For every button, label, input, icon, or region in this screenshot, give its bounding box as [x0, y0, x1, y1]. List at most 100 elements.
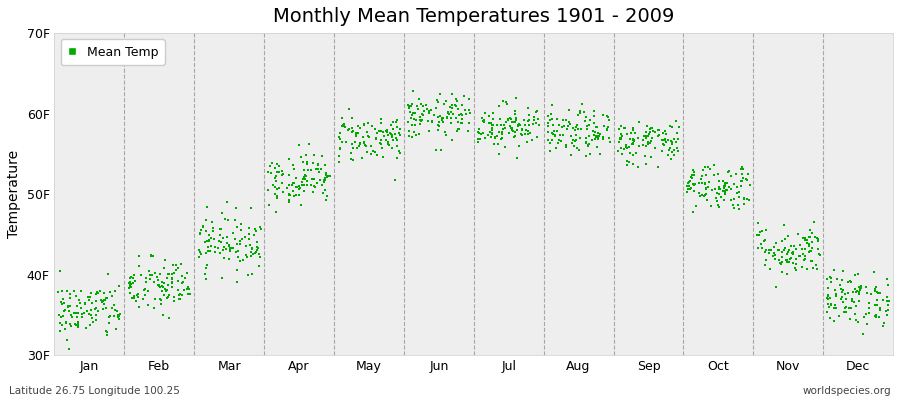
Point — [204, 235, 219, 242]
Point — [346, 128, 360, 134]
Point — [63, 323, 77, 330]
Point — [261, 169, 275, 175]
Point — [701, 184, 716, 190]
Point — [72, 297, 86, 304]
Point — [829, 305, 843, 311]
Point — [680, 183, 695, 190]
Point — [482, 128, 497, 135]
Point — [556, 132, 571, 138]
Point — [58, 325, 73, 332]
Point — [171, 278, 185, 284]
Point — [780, 233, 795, 239]
Point — [734, 178, 748, 184]
Point — [737, 201, 751, 208]
Point — [445, 91, 459, 97]
Point — [199, 276, 213, 282]
Point — [404, 115, 419, 122]
Point — [386, 137, 400, 144]
Point — [155, 282, 169, 289]
Point — [415, 117, 429, 123]
Point — [685, 174, 699, 181]
Point — [446, 110, 461, 117]
Point — [86, 319, 101, 325]
Point — [171, 286, 185, 293]
Point — [695, 180, 709, 186]
Point — [285, 162, 300, 168]
Point — [852, 298, 867, 304]
Point — [145, 272, 159, 279]
Point — [666, 136, 680, 142]
Point — [611, 148, 625, 154]
Point — [91, 308, 105, 315]
Point — [357, 122, 372, 128]
Point — [471, 138, 485, 145]
Point — [69, 310, 84, 316]
Point — [835, 294, 850, 300]
Point — [821, 292, 835, 298]
Point — [449, 103, 464, 109]
Point — [786, 249, 800, 256]
Point — [503, 122, 517, 129]
Point — [778, 222, 792, 228]
Point — [579, 140, 593, 146]
Point — [71, 310, 86, 316]
Point — [758, 236, 772, 243]
Point — [159, 295, 174, 301]
Point — [242, 236, 256, 242]
Point — [854, 285, 868, 291]
Point — [478, 110, 492, 116]
Point — [706, 162, 721, 168]
Point — [238, 252, 253, 258]
Point — [873, 290, 887, 296]
Point — [356, 134, 370, 140]
Point — [88, 291, 103, 297]
Point — [718, 187, 733, 193]
Point — [169, 267, 184, 273]
Point — [91, 289, 105, 296]
Point — [476, 118, 491, 125]
Point — [635, 137, 650, 144]
Point — [127, 292, 141, 299]
Point — [526, 120, 540, 127]
Point — [836, 299, 850, 306]
Point — [486, 109, 500, 116]
Point — [445, 137, 459, 143]
Point — [631, 135, 645, 141]
Point — [588, 136, 602, 142]
Point — [643, 126, 657, 132]
Point — [361, 133, 375, 140]
Point — [736, 196, 751, 202]
Point — [167, 294, 182, 300]
Point — [439, 98, 454, 104]
Point — [102, 320, 116, 327]
Point — [416, 103, 430, 110]
Point — [589, 133, 603, 140]
Point — [544, 111, 559, 118]
Point — [70, 320, 85, 327]
Point — [346, 145, 360, 151]
Point — [617, 125, 632, 131]
Point — [254, 226, 268, 232]
Point — [230, 240, 244, 247]
Point — [758, 249, 772, 255]
Point — [111, 314, 125, 320]
Point — [161, 293, 176, 300]
Point — [735, 171, 750, 178]
Point — [783, 256, 797, 262]
Point — [491, 103, 506, 110]
Point — [60, 304, 75, 310]
Point — [141, 288, 156, 294]
Point — [218, 216, 232, 222]
Point — [828, 286, 842, 293]
Point — [692, 190, 706, 196]
Point — [444, 115, 458, 121]
Point — [736, 166, 751, 172]
Point — [268, 184, 283, 190]
Point — [581, 122, 596, 128]
Point — [220, 240, 234, 246]
Point — [623, 150, 637, 156]
Point — [671, 148, 686, 154]
Point — [680, 186, 695, 192]
Point — [230, 248, 245, 254]
Point — [60, 303, 75, 310]
